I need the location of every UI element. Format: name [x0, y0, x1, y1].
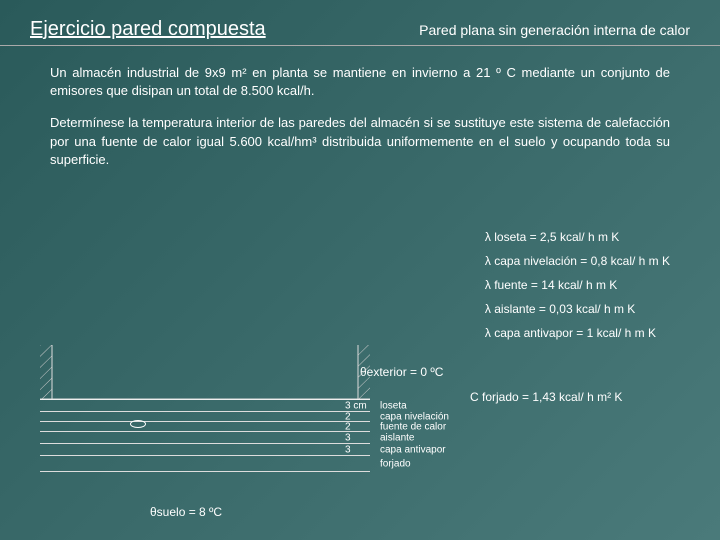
- theta-suelo: θsuelo = 8 ºC: [150, 505, 222, 519]
- layer-thickness-4: 3: [345, 444, 351, 455]
- layer-thickness-0: 3 cm: [345, 400, 367, 411]
- lambda-aislante: λ aislante = 0,03 kcal/ h m K: [485, 297, 670, 321]
- layer-3: 3aislante: [40, 432, 370, 444]
- body-text: Un almacén industrial de 9x9 m² en plant…: [0, 64, 720, 169]
- title-right: Pared plana sin generación interna de ca…: [419, 22, 690, 38]
- paragraph-2: Determínese la temperatura interior de l…: [50, 114, 670, 169]
- header: Ejercicio pared compuesta Pared plana si…: [0, 0, 720, 46]
- layer-4: 3capa antivapor: [40, 444, 370, 456]
- paragraph-1: Un almacén industrial de 9x9 m² en plant…: [50, 64, 670, 100]
- layer-2: 2fuente de calor: [40, 422, 370, 432]
- layer-1: 2capa nivelación: [40, 412, 370, 422]
- layer-name-3: aislante: [380, 432, 414, 443]
- layer-0: 3 cmloseta: [40, 400, 370, 412]
- lambda-fuente: λ fuente = 14 kcal/ h m K: [485, 273, 670, 297]
- layer-thickness-2: 2: [345, 421, 351, 432]
- lambda-nivelacion: λ capa nivelación = 0,8 kcal/ h m K: [485, 249, 670, 273]
- layer-5: forjado: [40, 456, 370, 472]
- lambda-antivapor: λ capa antivapor = 1 kcal/ h m K: [485, 321, 670, 345]
- layer-thickness-3: 3: [345, 432, 351, 443]
- diagram: 3 cmloseta2capa nivelación2fuente de cal…: [40, 345, 370, 472]
- lambda-list: λ loseta = 2,5 kcal/ h m K λ capa nivela…: [485, 225, 670, 345]
- wall-top-hatch: [40, 345, 370, 400]
- layer-name-2: fuente de calor: [380, 421, 446, 432]
- layer-name-0: loseta: [380, 400, 407, 411]
- layers: 3 cmloseta2capa nivelación2fuente de cal…: [40, 400, 370, 472]
- lambda-loseta: λ loseta = 2,5 kcal/ h m K: [485, 225, 670, 249]
- layer-name-5: forjado: [380, 458, 411, 469]
- theta-exterior: θexterior = 0 ºC: [360, 365, 443, 379]
- heat-source-icon: [130, 420, 146, 428]
- layer-name-4: capa antivapor: [380, 444, 446, 455]
- c-forjado: C forjado = 1,43 kcal/ h m² K: [470, 390, 622, 404]
- title-left: Ejercicio pared compuesta: [30, 18, 266, 41]
